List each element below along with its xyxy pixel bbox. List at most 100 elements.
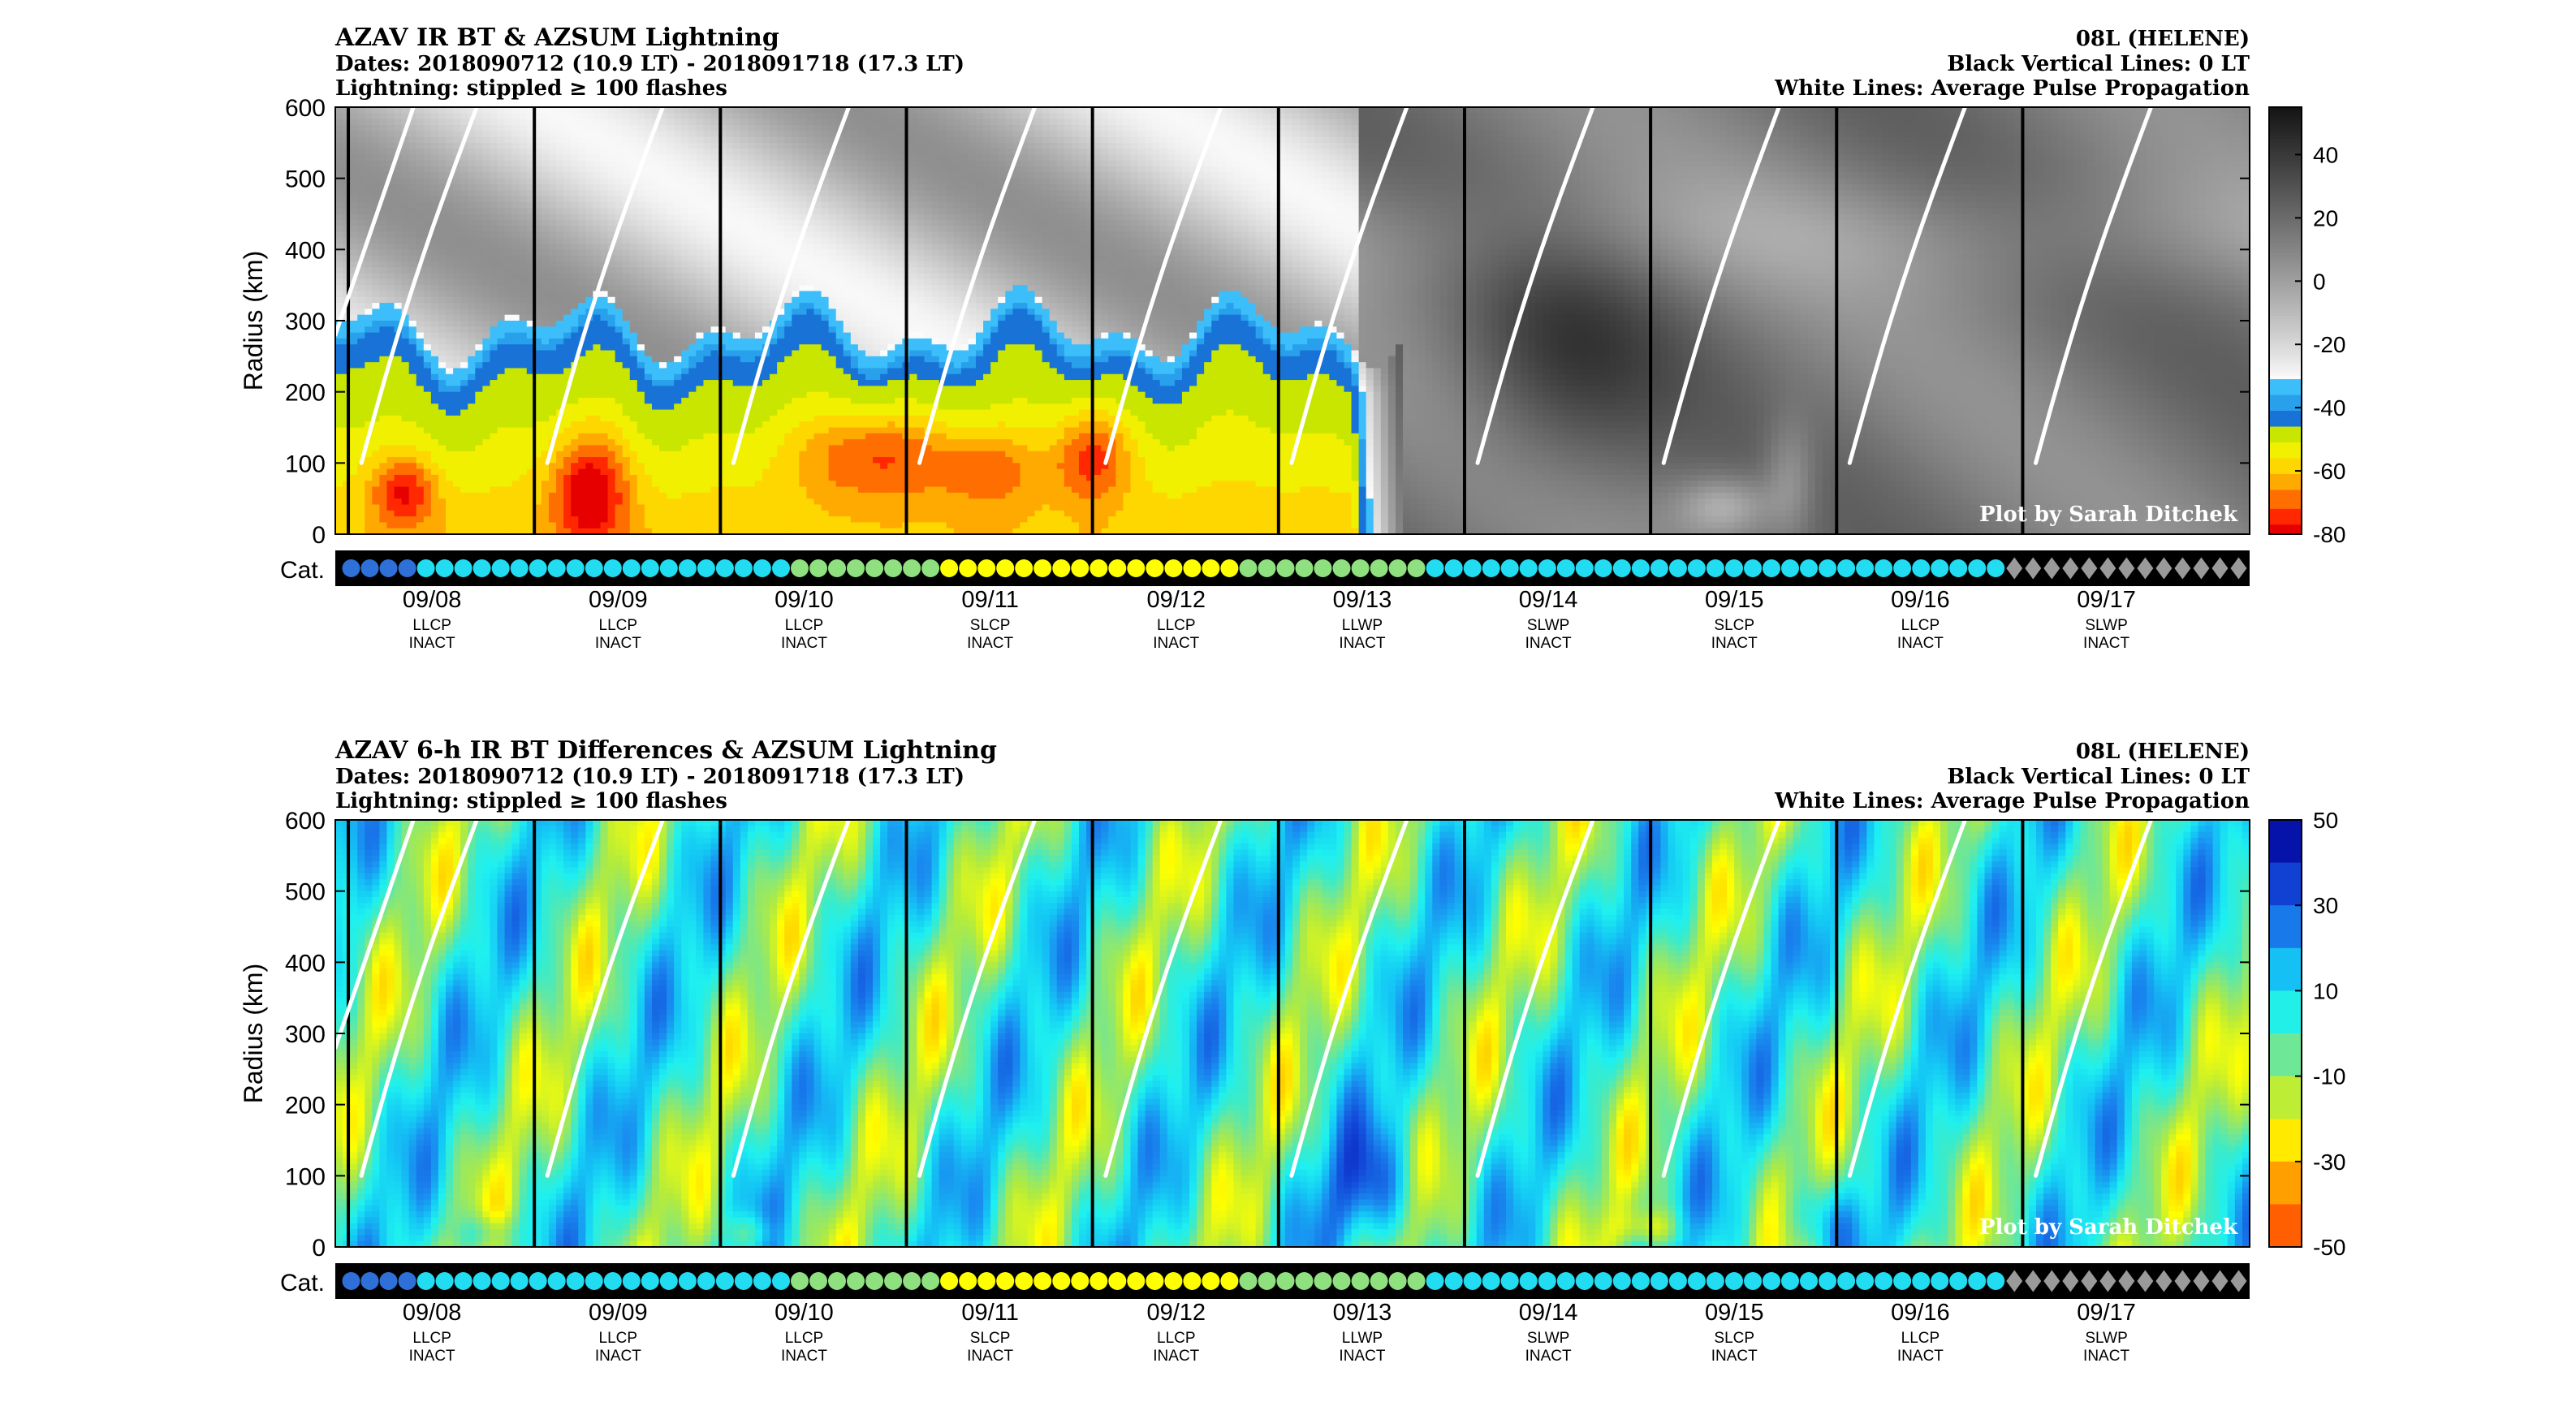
field-cell [578, 511, 586, 517]
field-cell [365, 125, 373, 132]
field-cell [475, 463, 483, 469]
field-cell [438, 392, 447, 399]
field-cell [615, 261, 624, 268]
field-cell [379, 131, 387, 137]
field-cell [563, 214, 572, 221]
field-cell [585, 339, 593, 345]
field-cell [615, 113, 624, 119]
field-cell [563, 356, 572, 363]
field-cell [379, 244, 387, 250]
field-cell [409, 386, 417, 392]
field-cell [600, 149, 608, 155]
field-cell [600, 190, 608, 196]
field-cell [615, 119, 624, 126]
field-cell [468, 428, 476, 434]
field-cell [608, 339, 616, 345]
field-cell [542, 143, 550, 149]
field-cell [615, 315, 624, 321]
field-cell [402, 344, 410, 351]
field-cell [379, 119, 387, 126]
field-cell [365, 522, 373, 528]
field-cell [645, 315, 653, 321]
field-cell [379, 238, 387, 244]
field-cell [623, 261, 631, 268]
field-cell [416, 184, 425, 191]
field-cell [593, 261, 601, 268]
field-cell [593, 344, 601, 351]
field-cell [490, 351, 498, 357]
field-cell [600, 315, 608, 321]
field-cell [365, 161, 373, 167]
field-cell [357, 374, 365, 381]
field-cell [379, 516, 387, 523]
field-cell [608, 166, 616, 173]
field-cell [424, 493, 432, 499]
field-cell [630, 113, 638, 119]
field-cell [468, 339, 476, 345]
field-cell [637, 481, 645, 487]
field-cell [505, 428, 513, 434]
field-cell [482, 380, 490, 386]
field-cell [395, 451, 403, 458]
field-cell [593, 214, 601, 221]
field-cell [600, 231, 608, 238]
field-cell [438, 339, 447, 345]
field-cell [475, 220, 483, 226]
field-cell [549, 386, 557, 392]
field-cell [402, 249, 410, 256]
field-cell [431, 137, 439, 144]
field-cell [600, 172, 608, 179]
field-cell [372, 516, 380, 523]
field-cell [386, 522, 395, 528]
field-cell [460, 333, 468, 339]
field-cell [600, 179, 608, 185]
field-cell [424, 274, 432, 280]
field-cell [475, 131, 483, 137]
field-cell [630, 119, 638, 126]
field-cell [453, 463, 461, 469]
field-cell [372, 351, 380, 357]
field-cell [386, 244, 395, 250]
field-cell [335, 208, 343, 214]
field-cell [623, 303, 631, 309]
field-cell [482, 143, 490, 149]
field-cell [498, 351, 506, 357]
field-cell [475, 522, 483, 528]
field-cell [350, 137, 358, 144]
field-cell [395, 172, 403, 179]
field-cell [395, 380, 403, 386]
field-cell [578, 380, 586, 386]
field-cell [549, 487, 557, 494]
field-cell [350, 107, 358, 114]
field-cell [350, 333, 358, 339]
field-cell [424, 434, 432, 440]
field-cell [608, 439, 616, 446]
field-cell [593, 351, 601, 357]
field-cell [409, 303, 417, 309]
field-cell [395, 421, 403, 428]
field-cell [542, 326, 550, 333]
field-cell [475, 339, 483, 345]
field-cell [512, 291, 520, 297]
field-cell [615, 149, 624, 155]
field-cell [623, 143, 631, 149]
field-cell [424, 315, 432, 321]
field-cell [512, 469, 520, 476]
field-cell [563, 475, 572, 481]
field-cell [357, 231, 365, 238]
field-cell [645, 172, 653, 179]
field-cell [446, 439, 454, 446]
field-cell [542, 131, 550, 137]
field-cell [505, 356, 513, 363]
field-cell [365, 380, 373, 386]
field-cell [416, 457, 425, 464]
field-cell [379, 315, 387, 321]
field-cell [395, 368, 403, 374]
field-cell [482, 368, 490, 374]
field-cell [386, 410, 395, 416]
field-cell [630, 154, 638, 161]
field-cell [424, 439, 432, 446]
field-cell [593, 475, 601, 481]
field-cell [416, 131, 425, 137]
field-cell [512, 244, 520, 250]
